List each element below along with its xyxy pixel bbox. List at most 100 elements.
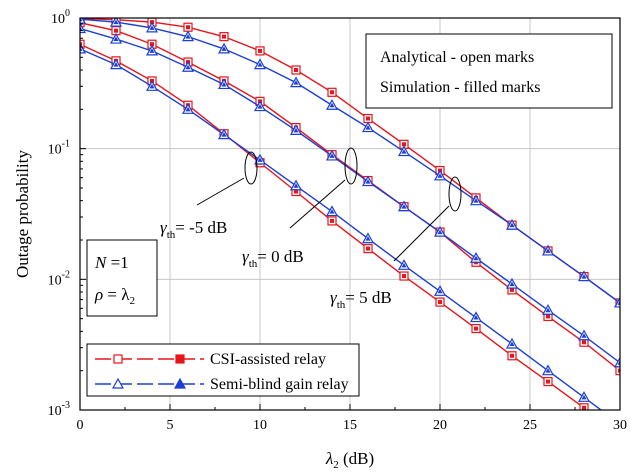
x-tick-label: 25 xyxy=(523,418,537,433)
param-rho: ρ = λ2 xyxy=(94,285,135,307)
legend-filled-mark xyxy=(173,377,187,389)
sim-point xyxy=(80,42,82,47)
sim-point xyxy=(221,132,227,137)
sim-point xyxy=(330,218,334,223)
y-tick-label: 10-2 xyxy=(48,269,70,288)
sim-point xyxy=(257,62,263,67)
sim-point xyxy=(581,274,587,279)
sim-point xyxy=(221,46,227,51)
sim-point xyxy=(510,353,514,358)
info-line-analytical: Analytical - open marks xyxy=(380,49,534,66)
sim-point xyxy=(437,229,443,235)
legend-open-mark xyxy=(111,377,125,389)
sim-point xyxy=(618,368,620,373)
series-semiblind-3 xyxy=(80,22,620,368)
sim-point xyxy=(509,222,515,228)
axis-ticks: 0 5 10 15 20 25 30 100 10-1 10-2 10-3 xyxy=(48,8,627,433)
sim-point xyxy=(438,300,442,305)
sim-point xyxy=(257,104,263,109)
sim-point xyxy=(365,179,371,184)
x-tick-label: 5 xyxy=(167,418,174,433)
sim-point xyxy=(80,18,83,22)
sim-point xyxy=(401,204,407,209)
legend: CSI-assisted relay Semi-blind gain relay xyxy=(86,343,360,397)
sim-point xyxy=(149,83,155,89)
sim-point xyxy=(258,48,262,53)
sim-point xyxy=(294,67,298,72)
series-semiblind-5 xyxy=(80,18,620,308)
sim-point xyxy=(329,153,335,158)
y-axis-label: Outage probability xyxy=(13,150,32,278)
sim-point xyxy=(401,149,407,154)
series-semiblind-1 xyxy=(80,42,603,410)
sim-point xyxy=(293,80,299,85)
series-line xyxy=(80,18,620,304)
sim-point xyxy=(366,246,370,251)
sim-point xyxy=(473,315,479,320)
sim-point xyxy=(149,25,155,30)
sim-point xyxy=(546,314,550,319)
legend-item-csi xyxy=(95,354,204,364)
x-tick-label: 0 xyxy=(77,418,84,433)
sim-point xyxy=(150,42,154,47)
param-n: N =1 xyxy=(94,253,129,272)
sim-point xyxy=(113,36,119,42)
legend-label-csi: CSI-assisted relay xyxy=(210,351,326,368)
series-line xyxy=(80,43,589,410)
annotation-gamma-5-label: γth= 5 dB xyxy=(330,288,392,311)
x-tick-label: 20 xyxy=(433,418,447,433)
sim-point xyxy=(185,64,191,70)
sim-point xyxy=(473,198,479,203)
legend-open-mark xyxy=(113,354,123,364)
sim-point xyxy=(185,34,191,39)
sim-point xyxy=(545,248,551,253)
sim-point xyxy=(509,281,515,287)
sim-point xyxy=(80,26,83,31)
sim-point xyxy=(365,125,371,130)
x-tick-label: 30 xyxy=(613,418,627,433)
sim-point xyxy=(329,102,335,108)
sim-point xyxy=(293,183,299,188)
annotation-gamma-0: γth= 0 dB xyxy=(242,147,358,270)
legend-item-semiblind xyxy=(95,377,204,389)
sim-point xyxy=(581,394,587,400)
sim-point xyxy=(114,28,118,33)
y-tick-label: 10-3 xyxy=(48,400,70,419)
sim-point xyxy=(510,287,514,292)
sim-point xyxy=(149,48,155,53)
sim-point xyxy=(186,25,190,30)
annotation-gamma-5: γth= 5 dB xyxy=(330,176,462,311)
sim-point xyxy=(581,333,587,338)
sim-point xyxy=(402,274,406,279)
sim-point xyxy=(402,142,406,147)
info-box: Analytical - open marks Simulation - fil… xyxy=(365,33,613,109)
series-layer xyxy=(80,18,620,410)
sim-point xyxy=(617,360,620,365)
sim-point xyxy=(437,288,443,294)
info-line-simulation: Simulation - filled marks xyxy=(380,79,540,96)
sim-point xyxy=(257,157,263,162)
series-line xyxy=(80,48,603,410)
sim-point xyxy=(80,46,83,51)
sim-point xyxy=(617,300,620,305)
sim-point xyxy=(113,19,119,25)
sim-point xyxy=(366,116,370,121)
sim-point xyxy=(401,262,407,268)
sim-point xyxy=(185,106,191,112)
sim-point xyxy=(473,255,479,261)
sim-point xyxy=(545,368,551,373)
x-tick-label: 10 xyxy=(253,418,267,433)
series-line xyxy=(80,27,620,364)
sim-point xyxy=(329,209,335,214)
sim-point xyxy=(294,189,298,194)
sim-point xyxy=(113,62,119,67)
x-axis-label: λ2 (dB) xyxy=(325,449,374,471)
x-tick-label: 15 xyxy=(343,418,357,433)
y-tick-label: 100 xyxy=(51,8,70,27)
annotation-gamma-m5: γth= -5 dB xyxy=(160,151,258,241)
sim-point xyxy=(293,127,299,133)
legend-filled-mark xyxy=(175,354,185,364)
sim-point xyxy=(365,236,371,241)
sim-point xyxy=(546,379,550,384)
